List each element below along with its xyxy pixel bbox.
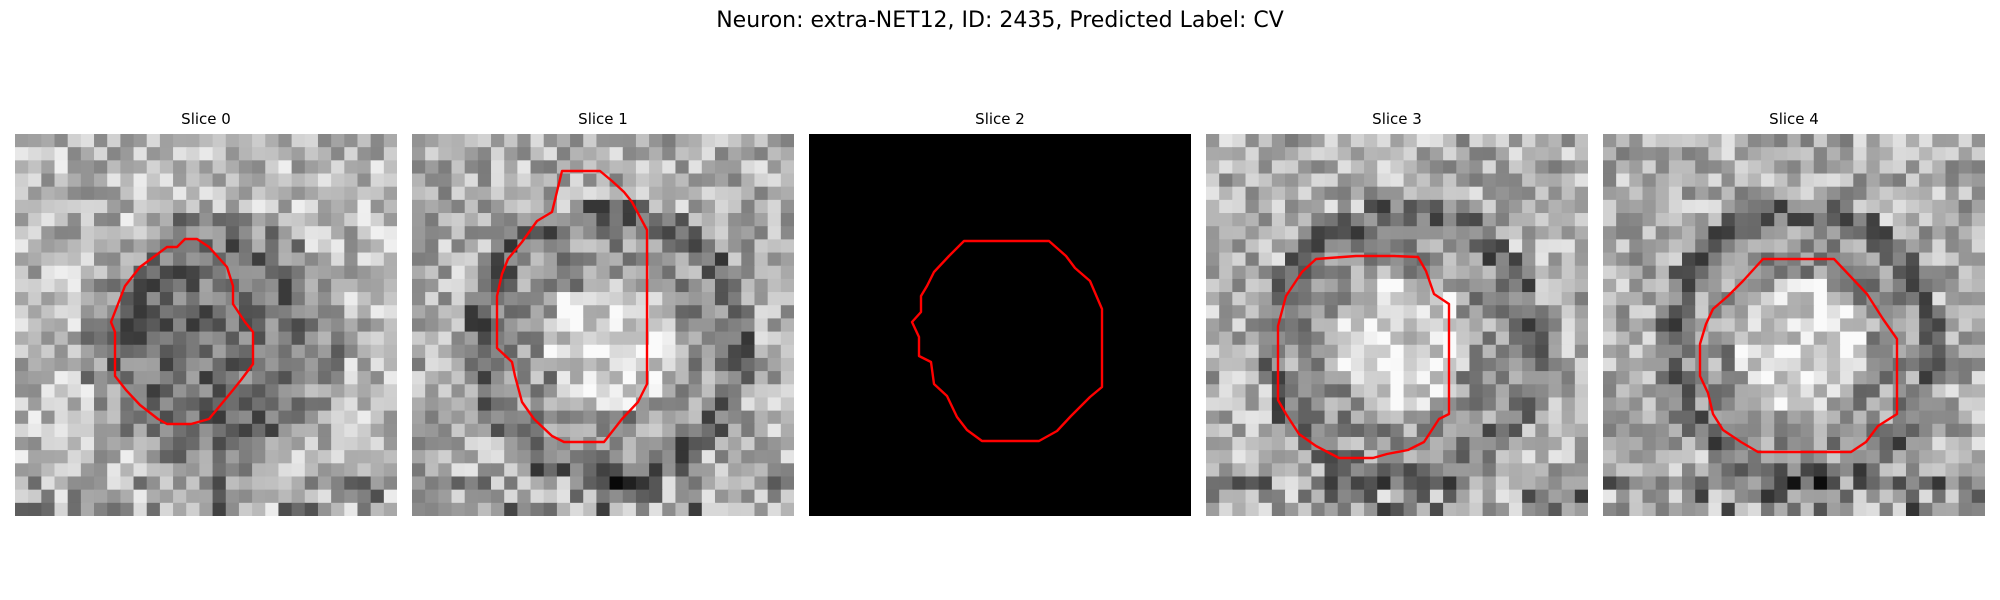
figure-title: Neuron: extra-NET12, ID: 2435, Predicted… (716, 8, 1284, 33)
segmentation-contour (109, 237, 255, 426)
slice-title: Slice 0 (181, 110, 231, 128)
slice-panel-0: Slice 0 (15, 108, 397, 516)
slice-panel-1: Slice 1 (412, 108, 794, 516)
segmentation-contour (495, 169, 649, 444)
slice-title: Slice 4 (1769, 110, 1819, 128)
slice-image (1603, 134, 1985, 516)
pixel-grid (15, 134, 397, 516)
segmentation-contour (1276, 254, 1451, 460)
slice-title: Slice 1 (578, 110, 628, 128)
pixel-grid (1603, 134, 1985, 516)
pixel-grid (1206, 134, 1588, 516)
slice-image (809, 134, 1191, 516)
slice-image (1206, 134, 1588, 516)
slice-panel-4: Slice 4 (1603, 108, 1985, 516)
slice-image (412, 134, 794, 516)
slice-panel-2: Slice 2 (809, 108, 1191, 516)
slice-panel-3: Slice 3 (1206, 108, 1588, 516)
segmentation-contour (910, 239, 1104, 443)
image-background (809, 134, 1191, 516)
slice-image (15, 134, 397, 516)
slice-title: Slice 2 (975, 110, 1025, 128)
slice-title: Slice 3 (1372, 110, 1422, 128)
segmentation-contour (1698, 257, 1899, 454)
pixel-grid (412, 134, 794, 516)
